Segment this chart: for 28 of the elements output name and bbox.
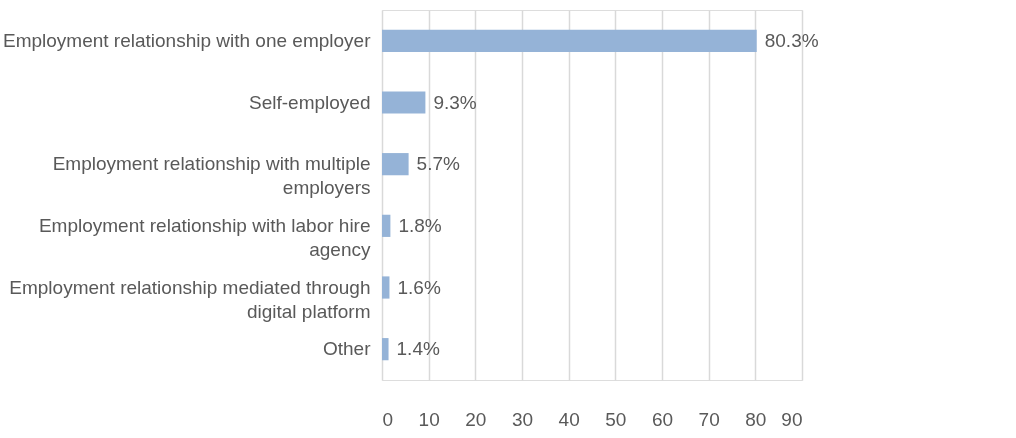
data-label: 9.3% — [433, 91, 477, 113]
y-tick-label: Other — [322, 338, 372, 360]
x-tick-label: 30 — [511, 408, 534, 430]
x-tick-label: 10 — [418, 408, 440, 430]
x-tick-label: 50 — [605, 408, 627, 430]
x-tick-label: 40 — [558, 408, 580, 430]
bar — [382, 91, 426, 114]
x-tick-label: 60 — [651, 408, 674, 430]
x-tick-label: 80 — [745, 408, 767, 430]
data-label: 1.6% — [397, 276, 441, 298]
bar — [382, 153, 409, 176]
bar — [382, 276, 390, 299]
y-tick-label: Employment relationship with multiple employers — [52, 153, 371, 199]
y-tick-label: Employment relationship with one employer — [2, 29, 372, 51]
y-tick-label: Self-employed — [249, 91, 371, 113]
data-label: 1.8% — [398, 214, 442, 236]
bar — [382, 338, 389, 361]
x-tick-label: 0 — [382, 408, 394, 430]
bar — [382, 29, 757, 52]
x-tick-label: 20 — [465, 408, 487, 430]
data-label: 80.3% — [764, 29, 819, 51]
x-tick-label: 90 — [781, 408, 803, 430]
y-tick-label: Employment relationship mediated through digital platform — [9, 276, 371, 322]
y-tick-label: Employment relationship with labor hire agency — [38, 214, 371, 260]
bar — [382, 214, 391, 237]
data-label: 5.7% — [416, 153, 461, 175]
x-tick-label: 70 — [698, 408, 720, 430]
data-label: 1.4% — [396, 338, 440, 360]
